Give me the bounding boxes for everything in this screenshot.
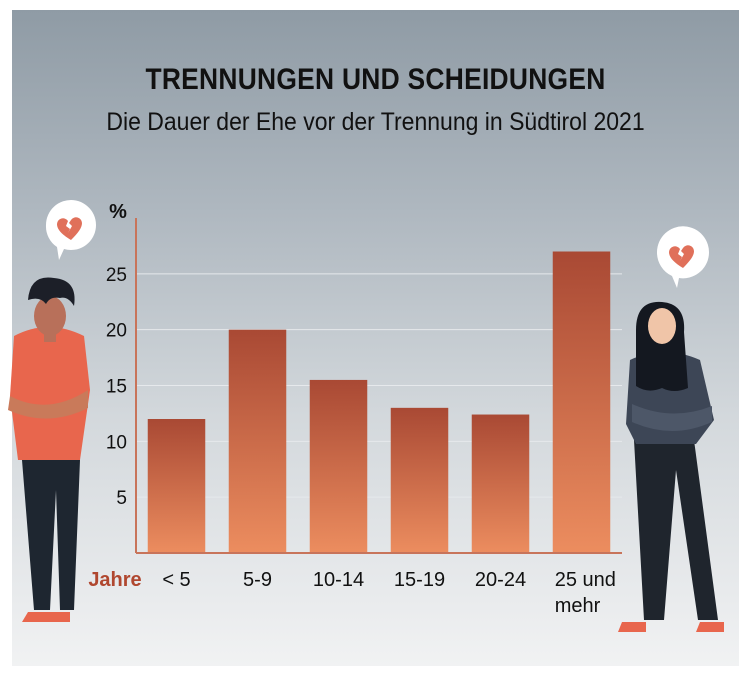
chart-title: TRENNUNGEN UND SCHEIDUNGEN [145, 63, 606, 96]
bars [147, 251, 611, 553]
right-speech-bubble [656, 226, 709, 288]
broken-heart-icon [669, 245, 694, 268]
broken-heart-icon [57, 217, 82, 240]
y-tick-label: 5 [116, 488, 127, 509]
x-tick-label: 10-14 [313, 569, 364, 591]
infographic-card: TRENNUNGEN UND SCHEIDUNGEN Die Dauer der… [12, 10, 739, 666]
bar [309, 379, 368, 553]
bar [552, 251, 611, 553]
man-illustration [8, 277, 90, 622]
x-tick-label: 25 und [555, 569, 616, 591]
y-tick-label: 20 [106, 321, 127, 342]
y-tick-label: 25 [106, 265, 127, 286]
chart-subtitle: Die Dauer der Ehe vor der Trennung in Sü… [106, 108, 645, 136]
x-tick-labels: < 5 5-9 10-14 15-19 20-24 25 und mehr [162, 569, 616, 617]
y-axis-label: % [109, 201, 127, 223]
y-tick-labels: 5 10 15 20 25 [106, 265, 127, 509]
x-tick-label: 5-9 [243, 569, 272, 591]
x-tick-label: < 5 [162, 569, 190, 591]
left-speech-bubble [45, 200, 96, 260]
x-tick-label: 15-19 [394, 569, 445, 591]
x-tick-label: mehr [555, 595, 601, 617]
gridlines [136, 273, 622, 498]
bar [147, 419, 206, 553]
y-tick-label: 10 [106, 432, 127, 453]
woman-illustration [618, 301, 724, 632]
x-tick-label: 20-24 [475, 569, 526, 591]
bar [471, 414, 530, 553]
bar [390, 407, 449, 553]
x-axis-label: Jahre [88, 569, 141, 591]
y-tick-label: 15 [106, 377, 127, 398]
bar [228, 329, 287, 553]
